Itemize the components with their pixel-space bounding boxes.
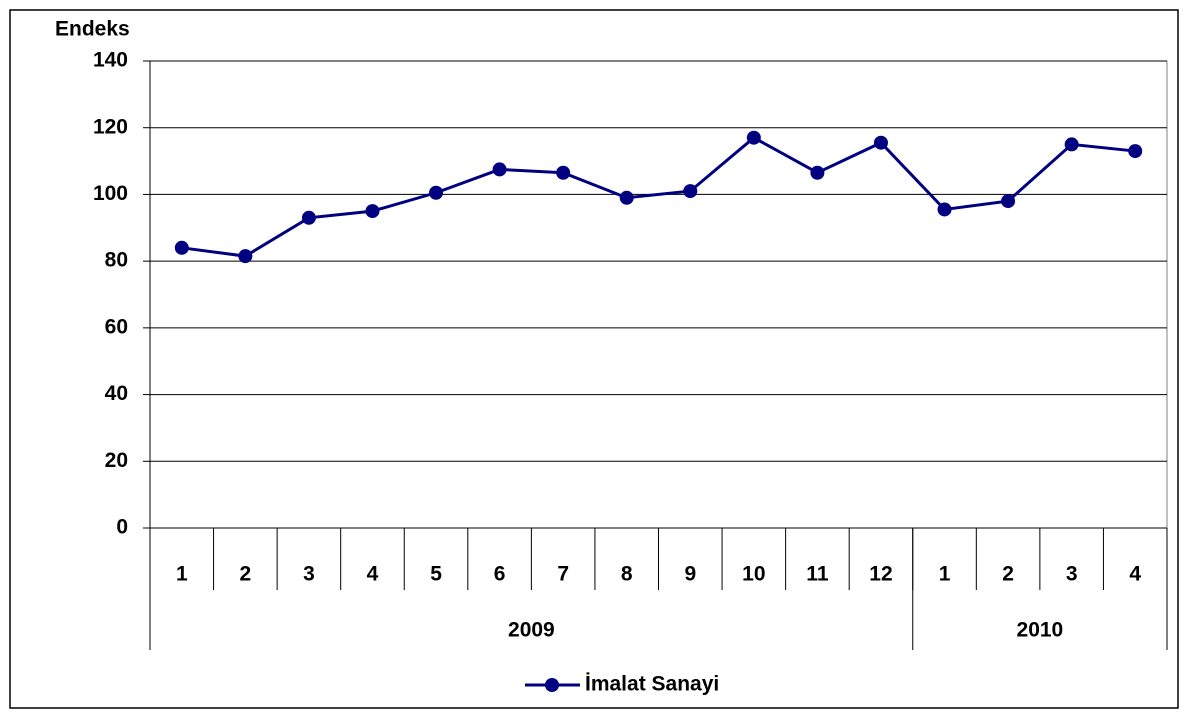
y-tick-label: 40 (105, 382, 128, 405)
plot-border (149, 60, 1168, 529)
x-tick-label: 4 (1129, 563, 1141, 586)
x-tick-label: 2 (1002, 563, 1014, 586)
x-tick-label: 9 (684, 563, 696, 586)
y-axis-label: Endeks (55, 18, 130, 41)
marker (1064, 137, 1079, 152)
y-tick-label: 0 (116, 516, 128, 539)
marker (492, 162, 507, 177)
x-tick-label: 1 (939, 563, 951, 586)
group-label: 2010 (1017, 619, 1064, 642)
x-tick-label: 5 (430, 563, 442, 586)
x-tick-label: 12 (869, 563, 892, 586)
x-tick-label: 4 (367, 563, 379, 586)
group-label: 2009 (508, 619, 555, 642)
x-tick-label: 2 (240, 563, 252, 586)
x-tick-label: 3 (303, 563, 315, 586)
marker (873, 135, 888, 150)
marker (238, 249, 253, 264)
y-tick-label: 80 (105, 249, 128, 272)
x-tick-label: 1 (176, 563, 188, 586)
marker (746, 130, 761, 145)
y-tick-label: 100 (93, 182, 128, 205)
marker (174, 240, 189, 255)
y-tick-label: 60 (105, 315, 128, 338)
chart-border (9, 9, 1179, 709)
x-tick-label: 3 (1066, 563, 1078, 586)
marker (810, 165, 825, 180)
legend-label: İmalat Sanayi (585, 673, 719, 696)
marker (365, 204, 380, 219)
x-tick-label: 8 (621, 563, 633, 586)
x-tick-label: 6 (494, 563, 506, 586)
marker (619, 190, 634, 205)
x-tick-label: 7 (557, 563, 569, 586)
marker (683, 184, 698, 199)
marker (937, 202, 952, 217)
marker (556, 165, 571, 180)
x-tick-label: 11 (806, 563, 829, 586)
x-tick-label: 10 (742, 563, 765, 586)
marker (429, 185, 444, 200)
marker (1128, 144, 1143, 159)
marker (1001, 194, 1016, 209)
y-tick-label: 120 (93, 115, 128, 138)
y-tick-label: 140 (93, 49, 128, 72)
marker (301, 210, 316, 225)
legend-marker (545, 678, 559, 692)
line (181, 135, 1136, 258)
y-tick-label: 20 (105, 449, 128, 472)
